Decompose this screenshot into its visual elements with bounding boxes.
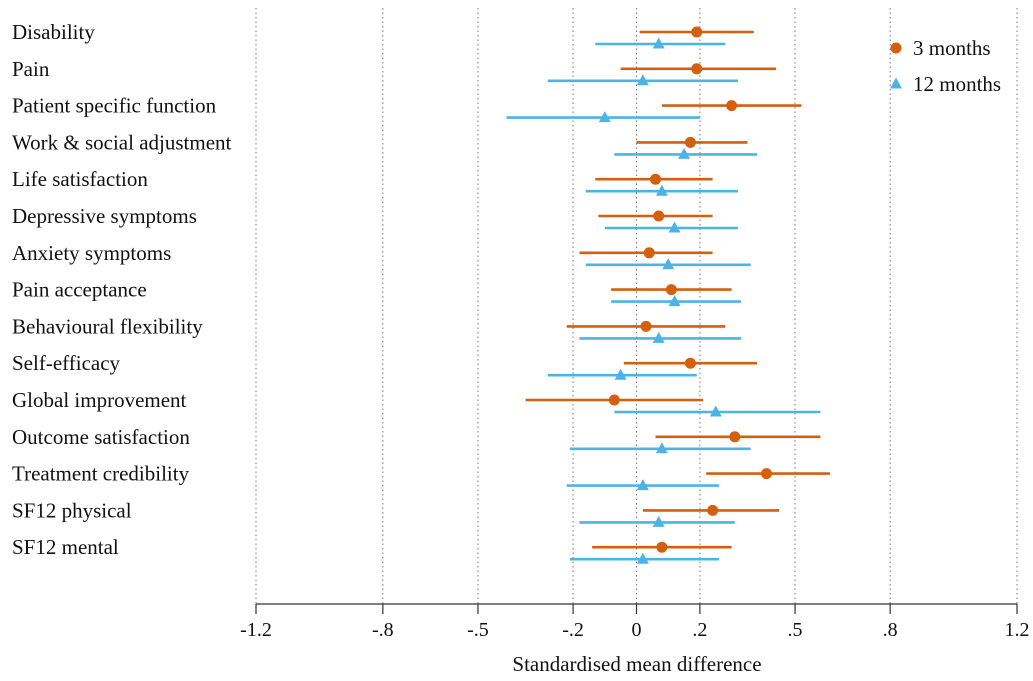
- x-axis: -1.2 -.8 -.5 -.2 0 .2 .5 .8 1.2: [240, 603, 1030, 641]
- point-estimate: [691, 26, 703, 38]
- gridlines: [255, 8, 1018, 604]
- point-estimate: [761, 468, 773, 480]
- point-estimate: [636, 479, 649, 491]
- x-tick-label: -1.2: [240, 619, 272, 641]
- x-tick-label: -.2: [562, 619, 584, 641]
- point-estimate: [636, 74, 649, 86]
- x-tick-label: -.5: [467, 619, 489, 641]
- point-estimate: [640, 320, 652, 332]
- point-estimate: [650, 173, 662, 185]
- x-tick-label: .2: [692, 619, 707, 641]
- category-label: Outcome satisfaction: [12, 425, 190, 449]
- point-estimate: [655, 184, 668, 196]
- category-labels: Disability Pain Patient specific function W…: [12, 20, 232, 559]
- point-estimate: [662, 258, 675, 270]
- point-estimate: [614, 368, 627, 380]
- category-label: SF12 physical: [12, 498, 132, 522]
- category-label: Global improvement: [12, 388, 187, 412]
- legend-marker: [890, 77, 902, 89]
- point-estimate: [643, 247, 655, 259]
- point-estimate: [684, 136, 696, 148]
- point-estimate: [707, 504, 719, 516]
- category-label: Anxiety symptoms: [12, 241, 171, 265]
- plot-marks: [506, 26, 830, 564]
- category-label: Patient specific function: [12, 94, 217, 118]
- point-estimate: [709, 405, 722, 417]
- point-estimate: [684, 357, 696, 369]
- category-label: Pain acceptance: [12, 278, 147, 302]
- x-axis-title: Standardised mean difference: [512, 652, 761, 676]
- point-estimate: [656, 541, 668, 553]
- point-estimate: [608, 394, 620, 406]
- legend: 3 months 12 months: [890, 36, 1001, 96]
- point-estimate: [653, 210, 665, 222]
- point-estimate: [668, 221, 681, 233]
- point-estimate: [668, 295, 681, 307]
- category-label: Self-efficacy: [12, 351, 121, 375]
- category-label: Depressive symptoms: [12, 204, 197, 228]
- point-estimate: [665, 284, 677, 296]
- point-estimate: [636, 552, 649, 564]
- point-estimate: [652, 331, 665, 343]
- x-tick-label: 0: [632, 619, 642, 641]
- category-label: SF12 mental: [12, 535, 119, 559]
- legend-label: 12 months: [913, 72, 1001, 96]
- point-estimate: [652, 37, 665, 49]
- x-tick-label: -.8: [372, 619, 394, 641]
- point-estimate: [726, 100, 738, 112]
- point-estimate: [655, 442, 668, 454]
- category-label: Pain: [12, 57, 50, 81]
- x-tick-label: 1.2: [1005, 619, 1030, 641]
- point-estimate: [652, 515, 665, 527]
- category-label: Behavioural flexibility: [12, 314, 203, 338]
- point-estimate: [691, 63, 703, 75]
- x-tick-label: .8: [883, 619, 898, 641]
- x-tick-label: .5: [788, 619, 803, 641]
- point-estimate: [678, 147, 691, 159]
- category-label: Work & social adjustment: [12, 130, 232, 154]
- category-label: Disability: [12, 20, 95, 44]
- point-estimate: [729, 431, 741, 443]
- point-estimate: [598, 111, 611, 123]
- category-label: Treatment credibility: [12, 462, 190, 486]
- category-label: Life satisfaction: [12, 167, 148, 191]
- legend-label: 3 months: [913, 36, 991, 60]
- legend-marker: [890, 42, 902, 54]
